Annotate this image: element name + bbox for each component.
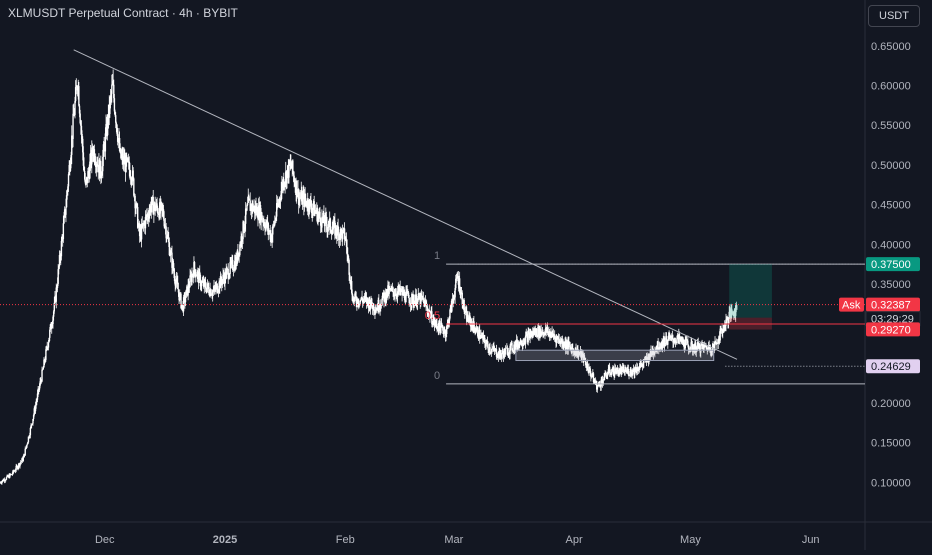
position-stop-zone [729, 317, 772, 330]
ask-tag-box [839, 297, 864, 312]
y-tick-label: 0.50000 [871, 160, 911, 172]
y-tick-label: 0.65000 [871, 41, 911, 53]
symbol-title: XLMUSDT Perpetual Contract · 4h · BYBIT [8, 6, 238, 20]
x-tick-label: Apr [566, 534, 583, 546]
trend-line [73, 49, 738, 360]
x-tick-label: Mar [444, 534, 463, 546]
price-label-text: 0.37500 [871, 259, 911, 271]
y-tick-label: 0.60000 [871, 81, 911, 93]
price-label-text: 0.32387 [871, 300, 911, 312]
x-tick-label: Jun [802, 534, 820, 546]
x-tick-label: Dec [95, 534, 115, 546]
price-label-text: 0.24629 [871, 361, 911, 373]
price-label-box [866, 257, 920, 272]
y-tick-label: 0.45000 [871, 200, 911, 212]
ask-tag-text: Ask [842, 300, 861, 312]
x-tick-label: May [680, 534, 701, 546]
price-label-text: 0.29270 [871, 324, 911, 336]
currency-button[interactable]: USDT [868, 5, 920, 27]
fib-level-label: 0.5 [425, 310, 440, 322]
position-target-zone [729, 264, 772, 318]
y-tick-label: 0.40000 [871, 239, 911, 251]
candles-group [0, 69, 738, 485]
price-label-box [866, 297, 920, 312]
y-tick-label: 0.15000 [871, 438, 911, 450]
y-tick-label: 0.20000 [871, 398, 911, 410]
x-tick-label: 2025 [213, 534, 237, 546]
fib-level-label: 0 [434, 370, 440, 382]
price-label-box [866, 322, 920, 337]
consolidation-zone [515, 349, 715, 362]
y-tick-label: 0.55000 [871, 120, 911, 132]
fib-level-label: 1 [434, 250, 440, 262]
y-tick-label: 0.35000 [871, 279, 911, 291]
price-label-box [866, 359, 920, 374]
y-tick-label: 0.10000 [871, 477, 911, 489]
x-tick-label: Feb [336, 534, 355, 546]
